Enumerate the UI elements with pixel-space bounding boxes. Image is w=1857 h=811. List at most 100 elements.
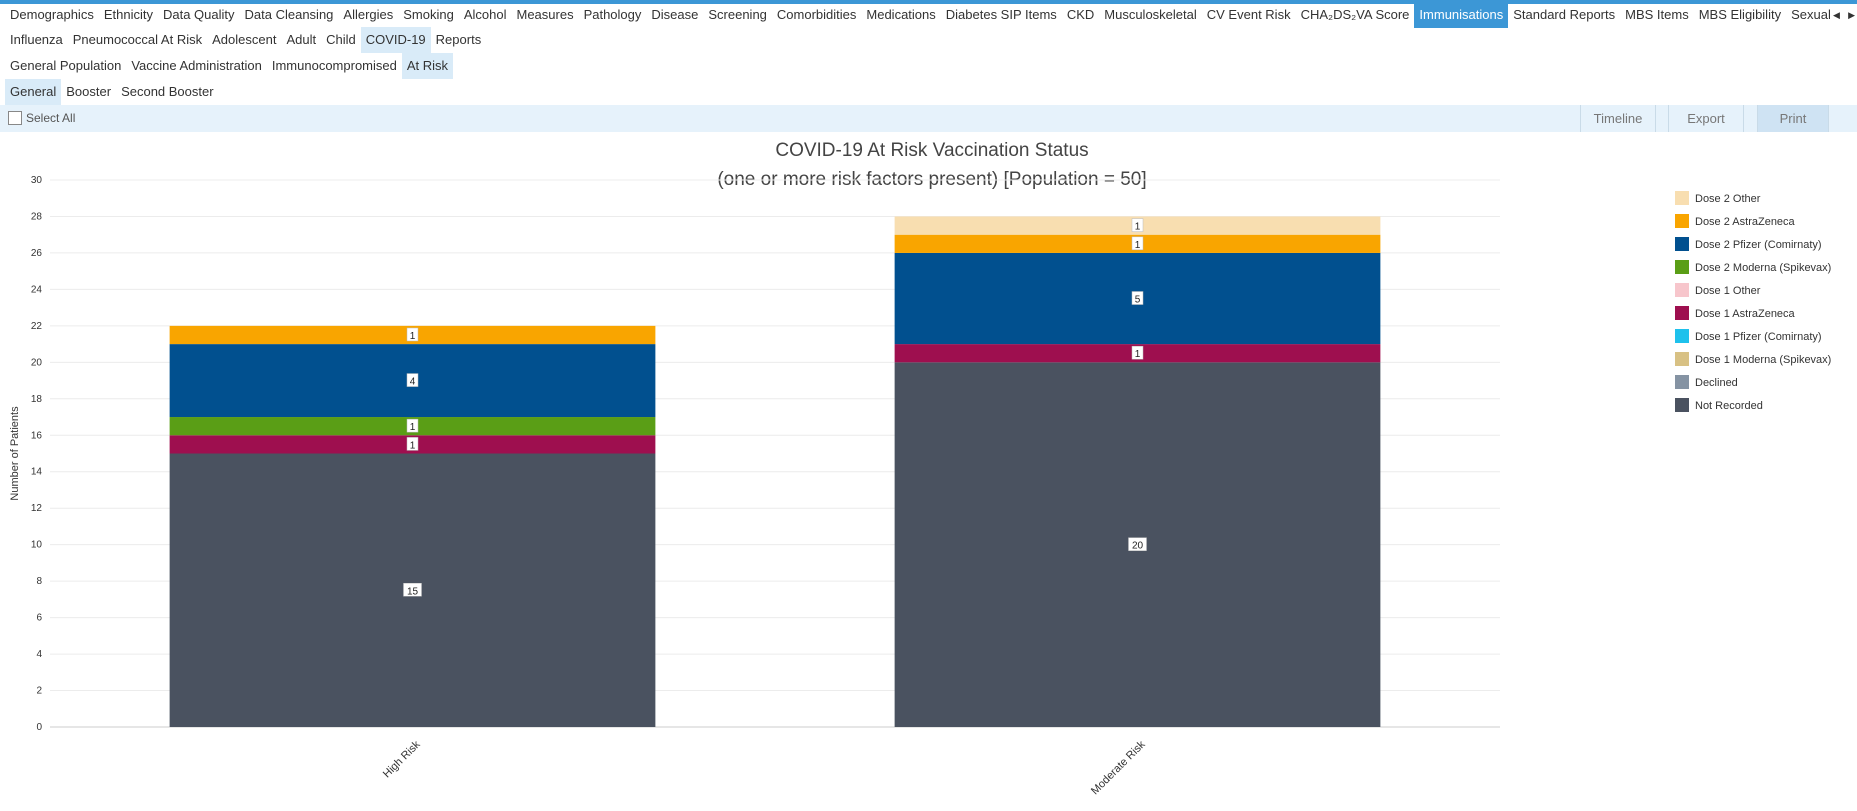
tab-comorbidities[interactable]: Comorbidities [776,7,857,22]
tab-second-booster[interactable]: Second Booster [121,84,214,99]
tab-scroll-arrows[interactable]: ◀ ▶ [1833,4,1855,26]
tab-screening[interactable]: Screening [708,7,767,22]
tab-general[interactable]: General [5,79,62,105]
tab-medications[interactable]: Medications [866,7,936,22]
data-label-box [406,418,419,433]
legend-swatch [1675,306,1689,320]
tab-covid-19[interactable]: COVID-19 [360,27,431,53]
y-tick-label: 20 [31,357,43,368]
main-category-tabs: Demographics Ethnicity Data Quality Data Cl… [5,2,1835,28]
y-tick-label: 26 [31,248,43,259]
tab-sexual-health[interactable]: Sexual Health [1791,7,1835,22]
data-label-box [406,437,419,451]
y-tick-label: 10 [31,540,43,551]
tab-diabetes-sip-items[interactable]: Diabetes SIP Items [945,7,1057,22]
legend-label: Dose 2 AstraZeneca [1695,216,1796,228]
legend-item-dose-1-pfizer-comirnaty[interactable]: Dose 1 Pfizer (Comirnaty) [1675,329,1822,343]
tab-data-cleansing[interactable]: Data Cleansing [244,7,334,22]
tab-influenza[interactable]: Influenza [10,32,63,47]
y-tick-label: 16 [31,430,43,441]
y-tick-label: 0 [36,722,42,733]
tab-musculoskeletal[interactable]: Musculoskeletal [1104,7,1197,22]
legend-swatch [1675,398,1689,412]
tab-vaccine-administration[interactable]: Vaccine Administration [131,58,262,73]
tab-cv-event-risk[interactable]: CV Event Risk [1206,7,1291,22]
x-tick-label: Moderate Risk [1089,738,1148,797]
legend-item-dose-1-astrazeneca[interactable]: Dose 1 AstraZeneca [1675,306,1796,320]
scroll-right-icon[interactable]: ▶ [1848,9,1855,20]
y-tick-label: 18 [31,394,43,405]
chart-title: COVID-19 At Risk Vaccination Status [775,140,1088,161]
tab-mbs-items[interactable]: MBS Items [1625,7,1689,22]
tab-child[interactable]: Child [326,32,356,47]
y-axis-label: Number of Patients [9,406,21,501]
legend-label: Declined [1695,377,1738,389]
y-tick-label: 2 [36,686,42,697]
tab-measures[interactable]: Measures [516,7,574,22]
data-label-box [1131,291,1144,305]
tab-general-population[interactable]: General Population [10,58,122,73]
legend-swatch [1675,375,1689,389]
data-label: 1 [1135,222,1141,233]
tab-immunocompromised[interactable]: Immunocompromised [271,58,397,73]
tab-disease[interactable]: Disease [651,7,699,22]
tab-alcohol[interactable]: Alcohol [463,7,507,22]
y-tick-label: 6 [36,613,42,624]
legend-swatch [1675,329,1689,343]
tab-booster[interactable]: Booster [66,84,112,99]
legend-item-dose-2-pfizer-comirnaty[interactable]: Dose 2 Pfizer (Comirnaty) [1675,237,1822,251]
tab-allergies[interactable]: Allergies [343,7,394,22]
tab-standard-reports[interactable]: Standard Reports [1513,7,1616,22]
tab-immunisations[interactable]: Immunisations [1414,2,1509,28]
data-label-box [406,327,419,342]
at-risk-sub-tabs: General Booster Second Booster [5,79,219,105]
legend-label: Dose 1 Pfizer (Comirnaty) [1695,331,1822,343]
tab-smoking[interactable]: Smoking [403,7,454,22]
legend-item-dose-2-astrazeneca[interactable]: Dose 2 AstraZeneca [1675,214,1796,228]
y-tick-label: 14 [31,467,43,478]
data-label-box [406,373,419,387]
legend-item-dose-2-moderna-spikevax[interactable]: Dose 2 Moderna (Spikevax) [1675,260,1831,274]
y-tick-label: 30 [31,175,43,186]
tab-reports[interactable]: Reports [435,32,482,47]
legend-swatch [1675,191,1689,205]
scroll-left-icon[interactable]: ◀ [1833,9,1840,20]
y-tick-label: 24 [31,284,43,295]
tab-data-quality[interactable]: Data Quality [162,7,235,22]
data-label: 1 [410,440,416,451]
tab-ckd[interactable]: CKD [1066,7,1095,22]
data-label: 5 [1135,295,1141,306]
tab-mbs-eligibility[interactable]: MBS Eligibility [1698,7,1782,22]
legend-item-dose-2-other[interactable]: Dose 2 Other [1675,191,1761,205]
bar-stack-high-risk: 15 1 1 4 1 [169,325,656,727]
tab-pneumococcal-at-risk[interactable]: Pneumococcal At Risk [72,32,203,47]
y-tick-label: 4 [36,649,42,660]
tab-cha-ds-va-score[interactable]: CHA₂DS₂VA Score [1300,7,1410,22]
data-label-box [403,583,422,597]
tab-pathology[interactable]: Pathology [583,7,642,22]
legend-label: Dose 1 AstraZeneca [1695,308,1796,320]
chart-legend: Dose 2 Other Dose 2 AstraZeneca Dose 2 Pfi… [1675,191,1831,412]
tab-adult[interactable]: Adult [286,32,317,47]
select-all-label: Select All [26,111,76,125]
top-accent-bar [0,0,1857,4]
print-button[interactable]: Print [1757,105,1829,132]
tab-adolescent[interactable]: Adolescent [212,32,277,47]
export-button[interactable]: Export [1668,105,1744,132]
legend-item-dose-1-moderna-spikevax[interactable]: Dose 1 Moderna (Spikevax) [1675,352,1831,366]
vaccination-status-chart: COVID-19 At Risk Vaccination Status (one… [9,140,1831,797]
select-all-checkbox[interactable] [8,111,22,125]
select-all-control[interactable]: Select All [8,111,75,125]
tab-ethnicity[interactable]: Ethnicity [103,7,153,22]
tab-at-risk[interactable]: At Risk [401,53,454,79]
y-tick-label: 12 [31,503,43,514]
tab-demographics[interactable]: Demographics [10,7,94,22]
y-tick-label: 28 [31,211,43,222]
legend-item-dose-1-other[interactable]: Dose 1 Other [1675,283,1761,297]
timeline-button[interactable]: Timeline [1580,105,1656,132]
data-label: 1 [1135,240,1141,251]
legend-item-not-recorded[interactable]: Not Recorded [1675,398,1763,412]
data-label-box [1128,537,1147,551]
legend-item-declined[interactable]: Declined [1675,375,1738,389]
